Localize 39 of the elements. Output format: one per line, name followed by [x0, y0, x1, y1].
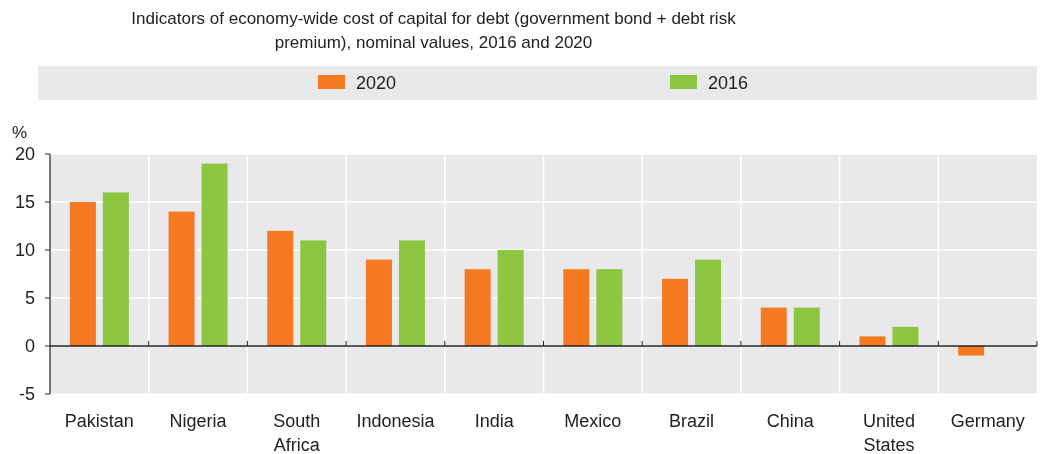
bar [398, 240, 425, 346]
y-axis-title: % [12, 123, 28, 142]
bar [102, 192, 129, 346]
bar [201, 163, 228, 346]
bar [464, 269, 491, 346]
chart-title: Indicators of economy-wide cost of capital for debt (government bond + debt risk premium), nominal values, 2016 and 2020 [131, 9, 737, 52]
y-tick-label: 5 [24, 288, 35, 309]
bar [497, 250, 524, 346]
bar [892, 326, 919, 346]
y-tick-label: -5 [18, 384, 35, 405]
legend-label: 2020 [356, 73, 397, 93]
x-tick-label: Nigeria [169, 411, 228, 431]
bar [300, 240, 327, 346]
bar [859, 336, 886, 346]
bar [596, 269, 623, 346]
y-tick-label: 20 [14, 144, 35, 165]
bar [958, 346, 985, 356]
x-tick-label: South Africa [273, 411, 321, 454]
y-tick-label: 10 [14, 240, 35, 261]
x-tick-label: China [766, 411, 815, 431]
x-tick-label: Mexico [564, 411, 622, 431]
bar [662, 278, 689, 346]
y-tick-label: 15 [14, 192, 35, 213]
x-tick-label: Indonesia [356, 411, 436, 431]
bar [695, 259, 722, 346]
bar [365, 259, 392, 346]
x-tick-label: Germany [950, 411, 1025, 431]
x-tick-label: Pakistan [64, 411, 134, 431]
x-tick-label: United States [862, 411, 915, 454]
bar [69, 202, 96, 346]
bar [760, 307, 787, 346]
y-tick-label: 0 [24, 336, 35, 357]
bar [267, 230, 294, 346]
x-tick-label: India [474, 411, 515, 431]
bar [168, 211, 195, 346]
bar [793, 307, 820, 346]
legend-label: 2016 [708, 73, 749, 93]
bar [563, 269, 590, 346]
x-tick-label: Brazil [669, 411, 715, 431]
